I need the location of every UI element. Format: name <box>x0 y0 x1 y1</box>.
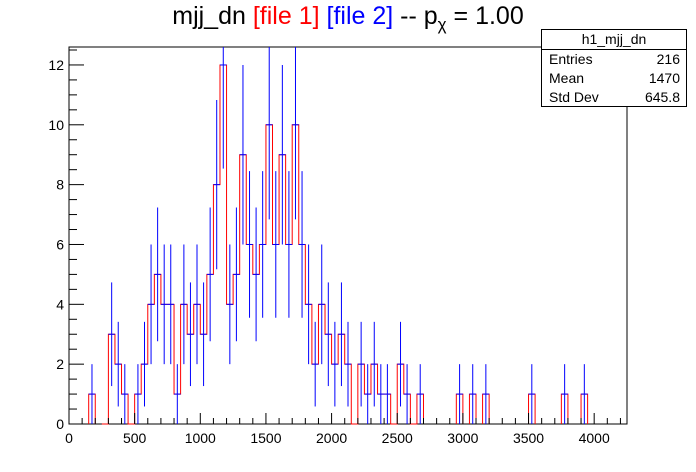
title-prefix: mjj_dn <box>172 2 253 30</box>
chart-title: mjj_dn [file 1] [file 2] -- pχ = 1.00 <box>0 2 696 35</box>
y-tick-label: 0 <box>56 416 64 432</box>
y-tick-label: 10 <box>48 117 64 133</box>
x-tick-label: 2000 <box>316 430 347 446</box>
y-tick-label: 4 <box>56 296 64 312</box>
stats-row-mean: Mean 1470 <box>542 69 686 88</box>
axes: 0 500 1000 1500 2000 2500 3000 3500 4000 0 2 4 6 8 10 1… <box>48 49 621 446</box>
file1-step-line <box>88 64 589 425</box>
plot-frame <box>68 46 628 425</box>
file1-histogram <box>88 64 589 425</box>
y-tick-label: 8 <box>56 177 64 193</box>
stats-box: h1_mjj_dn Entries 216 Mean 1470 Std Dev … <box>541 29 687 107</box>
x-tick-label: 3000 <box>447 430 478 446</box>
x-tick-label: 0 <box>65 430 73 446</box>
stats-value: 1470 <box>648 70 680 86</box>
title-suffix: = 1.00 <box>446 2 524 30</box>
title-file1: [file 1] <box>252 2 320 30</box>
y-tick-label: 2 <box>56 356 64 372</box>
x-tick-label: 1000 <box>185 430 216 446</box>
stats-label: Mean <box>549 70 585 86</box>
stats-value: 216 <box>656 51 680 67</box>
x-tick-label: 500 <box>123 430 147 446</box>
title-file2: [file 2] <box>326 2 394 30</box>
file2-histogram <box>88 47 588 424</box>
x-tick-label: 4000 <box>579 430 610 446</box>
stats-label: Entries <box>549 51 593 67</box>
y-tick-label: 12 <box>48 57 64 73</box>
stats-box-title: h1_mjj_dn <box>542 30 686 50</box>
stats-value: 645.8 <box>644 89 680 105</box>
stats-label: Std Dev <box>549 89 599 105</box>
title-subscript: χ <box>437 15 447 34</box>
x-tick-label: 3500 <box>513 430 544 446</box>
plot-area-border <box>68 46 628 425</box>
stats-row-entries: Entries 216 <box>542 50 686 69</box>
x-tick-label: 1500 <box>250 430 281 446</box>
stats-row-stddev: Std Dev 645.8 <box>542 88 686 107</box>
title-rest: -- p <box>393 2 438 30</box>
y-tick-label: 6 <box>56 236 64 252</box>
x-tick-label: 2500 <box>382 430 413 446</box>
